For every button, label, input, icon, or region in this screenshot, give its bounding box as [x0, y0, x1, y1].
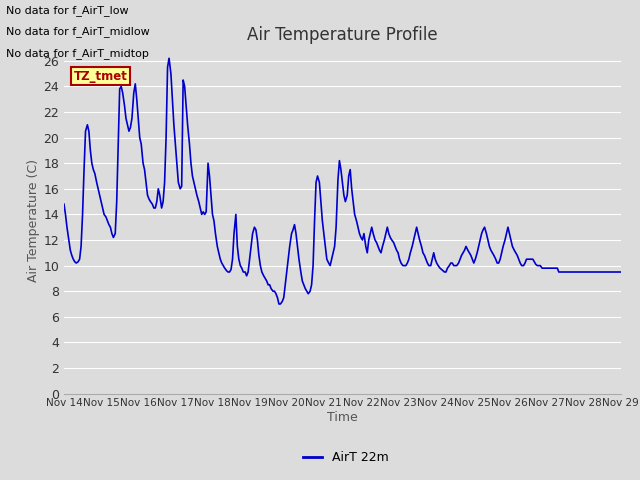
Y-axis label: Air Temperature (C): Air Temperature (C)	[28, 159, 40, 282]
X-axis label: Time: Time	[327, 411, 358, 424]
Text: TZ_tmet: TZ_tmet	[74, 70, 127, 83]
Legend: AirT 22m: AirT 22m	[298, 446, 394, 469]
Title: Air Temperature Profile: Air Temperature Profile	[247, 25, 438, 44]
Text: No data for f_AirT_low: No data for f_AirT_low	[6, 5, 129, 16]
Text: No data for f_AirT_midlow: No data for f_AirT_midlow	[6, 26, 150, 37]
Text: No data for f_AirT_midtop: No data for f_AirT_midtop	[6, 48, 149, 59]
